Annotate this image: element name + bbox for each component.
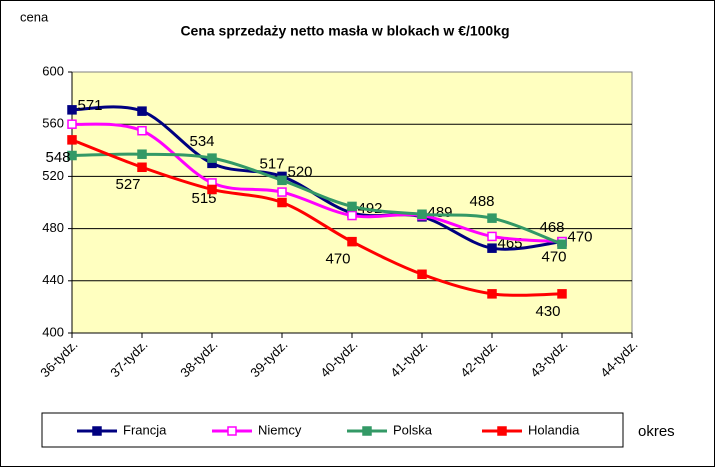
- legend-marker: [227, 426, 237, 436]
- data-label: 489: [427, 204, 452, 221]
- legend: [41, 412, 624, 448]
- y-tick-label: 480: [42, 220, 64, 235]
- data-label: 527: [115, 176, 140, 193]
- data-label: 517: [259, 155, 284, 172]
- marker: [137, 106, 147, 116]
- marker: [347, 236, 357, 247]
- marker: [137, 149, 147, 159]
- marker: [67, 105, 77, 115]
- legend-label: Holandia: [528, 422, 580, 437]
- data-label: 470: [325, 251, 350, 268]
- y-tick-label: 600: [42, 63, 64, 78]
- legend-label: Polska: [393, 422, 433, 437]
- series-line: [71, 152, 563, 246]
- marker: [277, 175, 287, 186]
- y-tick-label: 520: [42, 168, 64, 183]
- marker: [277, 187, 287, 197]
- legend-marker: [497, 426, 507, 436]
- series-line: [71, 138, 563, 297]
- series-line: [71, 122, 563, 244]
- marker: [487, 289, 497, 299]
- data-label: 468: [539, 219, 564, 236]
- marker: [487, 243, 497, 253]
- data-label: 534: [189, 133, 214, 150]
- data-label: 548: [45, 149, 70, 166]
- data-label: 470: [567, 229, 592, 246]
- data-label: 430: [535, 303, 560, 320]
- marker: [347, 201, 357, 212]
- y-tick-label: 440: [42, 272, 64, 287]
- marker: [487, 231, 497, 242]
- marker: [67, 119, 77, 129]
- marker: [557, 239, 567, 250]
- marker: [67, 135, 77, 145]
- marker: [207, 153, 217, 163]
- marker: [557, 289, 567, 299]
- marker: [277, 197, 287, 208]
- y-axis-label: cena: [20, 9, 49, 24]
- x-axis-label: okres: [638, 423, 675, 440]
- marker: [417, 209, 427, 219]
- data-label: 470: [541, 249, 566, 266]
- marker: [137, 125, 147, 136]
- marker: [207, 184, 217, 195]
- data-label: 571: [77, 97, 102, 114]
- y-tick-label: 560: [42, 116, 64, 131]
- chart-title: Cena sprzedaży netto masła w blokach w €…: [180, 23, 509, 39]
- marker: [417, 269, 427, 280]
- data-label: 520: [287, 163, 312, 180]
- marker: [487, 213, 497, 223]
- legend-marker: [362, 426, 372, 436]
- y-tick-label: 400: [42, 324, 64, 339]
- legend-label: Francja: [123, 422, 167, 437]
- marker: [137, 162, 147, 173]
- marker: [347, 210, 357, 221]
- marker: [67, 150, 77, 161]
- data-label: 488: [469, 193, 494, 210]
- legend-label: Niemcy: [258, 422, 302, 437]
- legend-marker: [92, 426, 102, 436]
